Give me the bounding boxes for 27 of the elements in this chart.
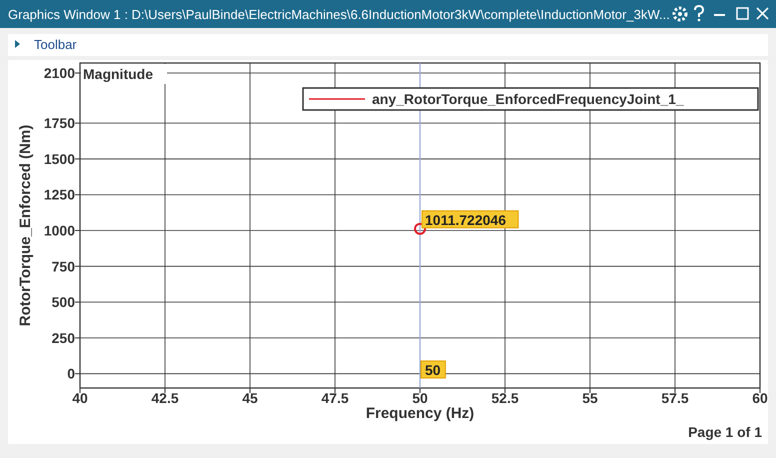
chart-subtitle: Toolbar	[34, 37, 78, 52]
y-tick-label: 1750	[44, 115, 76, 132]
y-tick-label: 250	[52, 330, 76, 346]
data-label: 1011.722046	[425, 212, 506, 228]
text: Page 1 of 1	[688, 424, 762, 440]
chart-title: Graphics Window 1 : D:\Users\PaulBinde\ElectricMachines\6.6InductionMotor3kW\complete\InductionMotor_3kW...	[8, 7, 670, 22]
x-tick-label: 52.5	[491, 390, 519, 406]
x-tick-label: 55	[582, 390, 598, 406]
y-tick-label: 500	[52, 294, 76, 310]
x-tick-label: 50	[412, 390, 428, 406]
x-tick-label: 60	[752, 390, 768, 406]
x-tick-label: 45	[242, 390, 258, 406]
y-tick-label: 1000	[44, 222, 76, 239]
legend-label: any_RotorTorque_EnforcedFrequencyJoint_1_	[372, 91, 684, 107]
x-tick-label: 47.5	[321, 390, 349, 406]
annotation: Magnitude	[83, 66, 154, 82]
x-tick-label: 57.5	[661, 390, 689, 406]
y-tick-label: 750	[52, 258, 76, 274]
y-tick-label: 1500	[44, 150, 76, 167]
x-axis-title: Frequency (Hz)	[366, 405, 474, 422]
ref-line-label: 50	[425, 362, 441, 378]
y-tick-label: 1250	[44, 186, 76, 203]
x-tick-label: 42.5	[151, 390, 179, 406]
y-tick-label: 2100	[44, 65, 76, 82]
y-tick-label: 0	[67, 366, 76, 382]
x-tick-label: 40	[72, 390, 88, 406]
y-axis-title: RotorTorque_Enforced (Nm)	[17, 124, 34, 326]
